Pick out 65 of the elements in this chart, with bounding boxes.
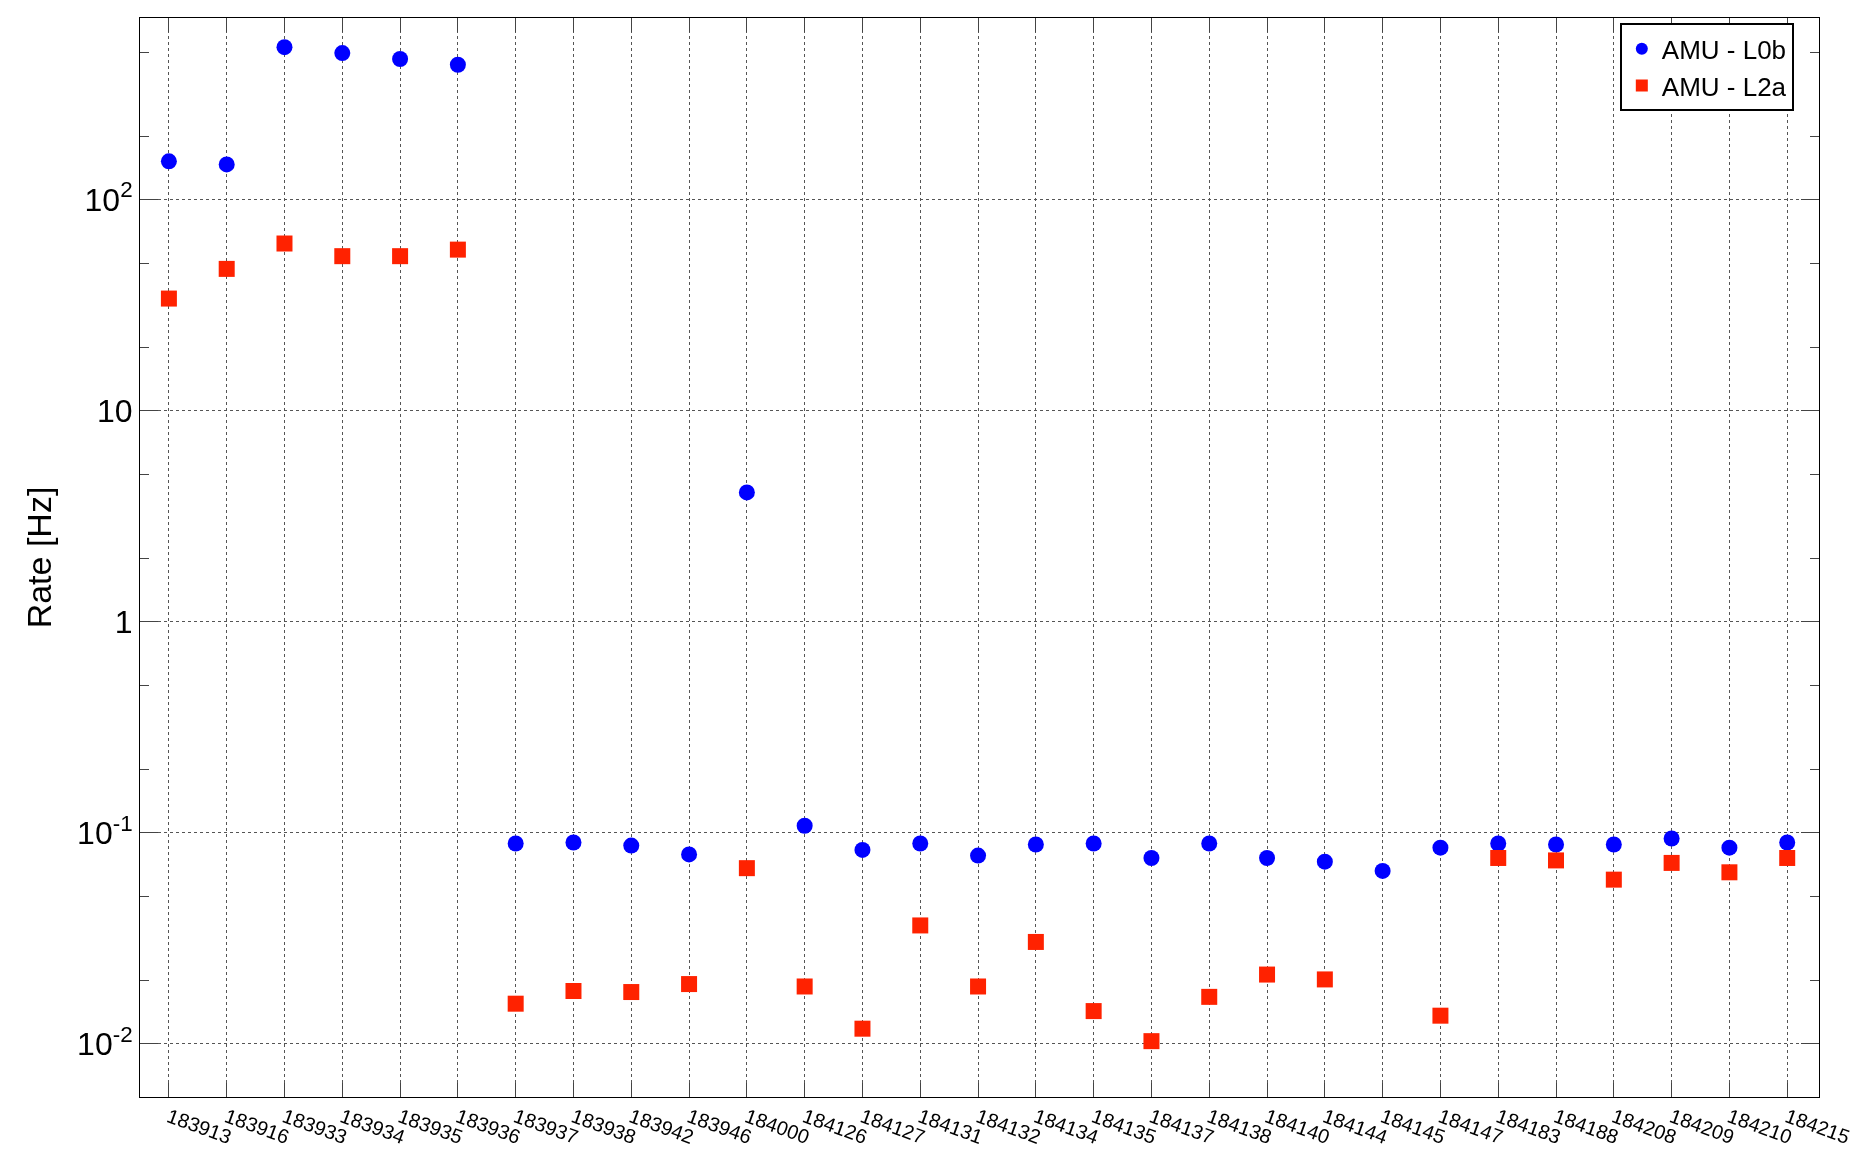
point: [276, 39, 293, 56]
legend-label: AMU - L2a: [1661, 71, 1787, 102]
point: [1143, 849, 1160, 866]
point: [1605, 836, 1622, 853]
point: [1605, 871, 1622, 888]
point: [796, 978, 813, 995]
point: [912, 835, 929, 852]
point: [1201, 988, 1218, 1005]
point: [681, 846, 698, 863]
point: [623, 984, 640, 1001]
point: [1779, 849, 1796, 866]
point: [160, 153, 177, 170]
point: [1085, 835, 1102, 852]
point: [218, 156, 235, 173]
point: [681, 976, 698, 993]
point: [565, 983, 582, 1000]
point: [449, 241, 466, 258]
point: [334, 248, 351, 265]
point: [1316, 971, 1333, 988]
point: [392, 248, 409, 265]
point: [1027, 933, 1044, 950]
y-tick-label: 10$^{2}$: [84, 177, 133, 218]
y-tick-label: 10$^{-1}$: [77, 810, 133, 852]
point: [738, 484, 755, 501]
point: [970, 978, 987, 995]
point: [1259, 966, 1276, 983]
point: [854, 1020, 871, 1037]
y-tick-label: 10: [97, 392, 133, 429]
y-tick-label: 1: [114, 603, 133, 640]
point: [1143, 1033, 1160, 1050]
point: [1721, 864, 1738, 881]
point: [449, 56, 466, 73]
point: [623, 837, 640, 854]
point: [1548, 836, 1565, 853]
point: [1548, 852, 1565, 869]
point: [1663, 830, 1680, 847]
point: [1316, 853, 1333, 870]
point: [276, 235, 293, 252]
point: [970, 847, 987, 864]
point: [507, 835, 524, 852]
point: [160, 290, 177, 307]
point: [1027, 836, 1044, 853]
point: [796, 817, 813, 834]
point: [1432, 839, 1449, 856]
point: [218, 260, 235, 277]
legend-label: AMU - L0b: [1661, 34, 1787, 65]
point: [738, 860, 755, 877]
point: [334, 45, 351, 62]
point: [1779, 834, 1796, 851]
point: [1259, 849, 1276, 866]
point: [1374, 862, 1391, 879]
point: [392, 51, 409, 68]
point: [854, 841, 871, 858]
point: [1085, 1003, 1102, 1020]
point: [507, 995, 524, 1012]
point: [1490, 835, 1507, 852]
point: [912, 917, 929, 934]
y-axis-title: Rate [Hz]: [19, 486, 58, 629]
point: [1432, 1007, 1449, 1024]
point: [1201, 835, 1218, 852]
point: [1490, 849, 1507, 866]
point: [1663, 854, 1680, 871]
y-tick-label: 10$^{-2}$: [77, 1021, 133, 1063]
point: [565, 834, 582, 851]
point: [1721, 839, 1738, 856]
